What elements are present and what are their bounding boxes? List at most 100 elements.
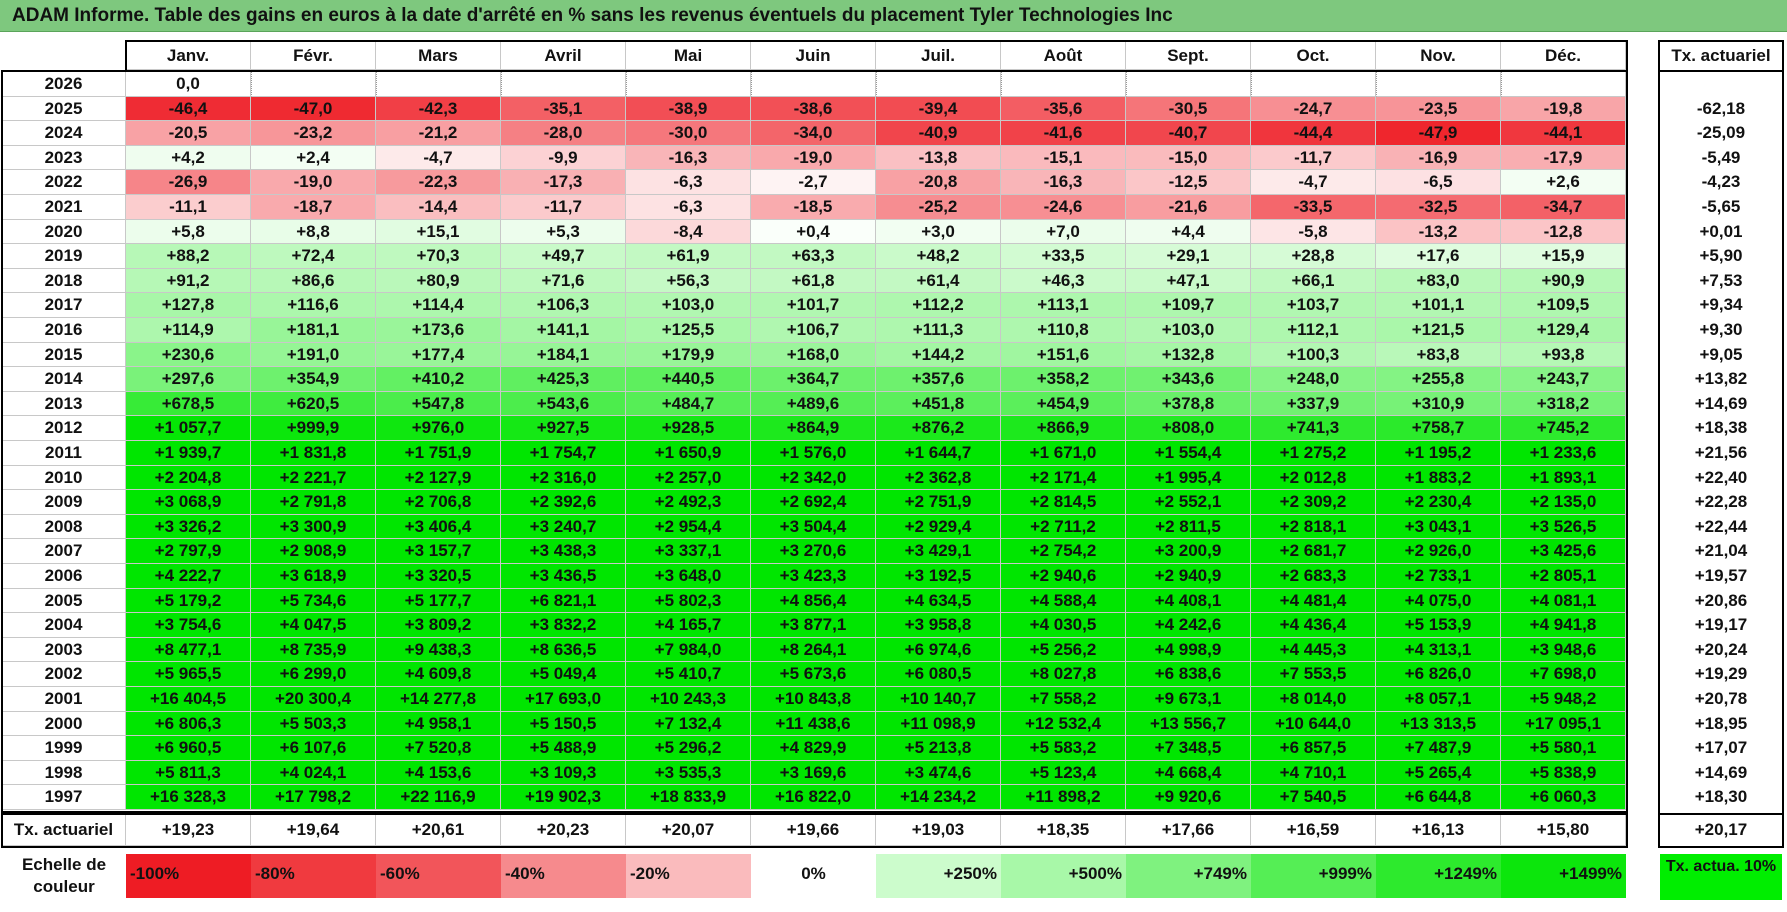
gain-cell: +4 024,1 xyxy=(251,760,376,786)
rate-cell: -5,49 xyxy=(1701,147,1741,167)
gain-cell: +5 965,5 xyxy=(126,662,251,687)
color-scale-swatch: -100% xyxy=(126,854,251,898)
gain-cell: +17 095,1 xyxy=(1501,711,1626,737)
gain-cell: +16 328,3 xyxy=(126,785,251,810)
gain-cell: +111,3 xyxy=(876,318,1001,343)
gain-cell: +2 692,4 xyxy=(751,490,876,515)
gain-cell: -35,1 xyxy=(501,96,626,122)
gain-cell: +177,4 xyxy=(376,342,501,368)
month-header: Oct. xyxy=(1251,42,1376,70)
gain-cell: +184,1 xyxy=(501,342,626,368)
gain-cell xyxy=(1001,72,1126,97)
gain-cell: +4 408,1 xyxy=(1126,588,1251,614)
year-label: 2024 xyxy=(2,121,126,146)
gain-cell: +4 030,5 xyxy=(1001,613,1126,638)
gain-cell: +2 552,1 xyxy=(1126,490,1251,515)
gain-cell: +3 754,6 xyxy=(126,613,251,638)
gain-cell: +6 107,6 xyxy=(251,736,376,761)
gain-cell: +2 926,0 xyxy=(1376,539,1501,564)
gain-cell: +9 673,1 xyxy=(1126,687,1251,712)
gain-cell: +6 838,6 xyxy=(1126,662,1251,687)
gain-cell: +5 802,3 xyxy=(626,588,751,614)
gain-cell: +129,4 xyxy=(1501,318,1626,343)
grid-right-border xyxy=(1626,40,1628,848)
gain-cell: +4 998,9 xyxy=(1126,637,1251,663)
year-label: 2021 xyxy=(2,195,126,220)
gain-cell: +8 264,1 xyxy=(751,637,876,663)
rate-cell: +20,24 xyxy=(1694,639,1748,659)
color-scale-swatch: -80% xyxy=(251,854,376,898)
gain-cell: +2 791,8 xyxy=(251,490,376,515)
gain-cell: +358,2 xyxy=(1001,367,1126,392)
gain-cell: +1 644,7 xyxy=(876,441,1001,466)
gain-cell: +1 893,1 xyxy=(1501,465,1626,491)
gain-cell: +0,4 xyxy=(751,219,876,245)
gain-cell: +17,6 xyxy=(1376,244,1501,269)
gain-cell xyxy=(376,72,501,97)
gain-cell: -41,6 xyxy=(1001,121,1126,146)
gain-cell: +5 153,9 xyxy=(1376,613,1501,638)
rate-cell: +19,17 xyxy=(1694,615,1748,635)
gain-cell xyxy=(876,72,1001,97)
gain-cell: -17,3 xyxy=(501,170,626,195)
gain-cell: +343,6 xyxy=(1126,367,1251,392)
gain-cell: +86,6 xyxy=(251,268,376,294)
gain-cell: +3 526,5 xyxy=(1501,514,1626,540)
gain-cell: -34,0 xyxy=(751,121,876,146)
gain-cell: +5 296,2 xyxy=(626,736,751,761)
gain-cell: +2 805,1 xyxy=(1501,564,1626,589)
gain-cell: +7 558,2 xyxy=(1001,687,1126,712)
gain-cell: +114,4 xyxy=(376,293,501,318)
gain-cell: +2 818,1 xyxy=(1251,514,1376,540)
rate-cell: +18,30 xyxy=(1694,787,1748,807)
gain-cell: +83,0 xyxy=(1376,268,1501,294)
gain-cell: +745,2 xyxy=(1501,416,1626,441)
gain-cell: +2 204,8 xyxy=(126,465,251,491)
year-label: 2018 xyxy=(2,268,126,294)
gain-cell: +4 588,4 xyxy=(1001,588,1126,614)
gain-cell: +489,6 xyxy=(751,391,876,417)
gain-cell: +17 798,2 xyxy=(251,785,376,810)
gain-cell: +4 481,4 xyxy=(1251,588,1376,614)
year-label: 2016 xyxy=(2,318,126,343)
month-header: Nov. xyxy=(1376,42,1501,70)
total-rate-cell: +17,66 xyxy=(1126,814,1251,846)
gain-cell: +101,1 xyxy=(1376,293,1501,318)
gain-cell: +1 233,6 xyxy=(1501,441,1626,466)
gain-cell: +63,3 xyxy=(751,244,876,269)
rate-cell: +20,86 xyxy=(1694,590,1748,610)
gain-cell xyxy=(251,72,376,97)
gain-cell: +999,9 xyxy=(251,416,376,441)
total-rate-cell: +15,80 xyxy=(1501,814,1626,846)
header-top-border xyxy=(126,40,1628,42)
rate-cell: +21,56 xyxy=(1694,443,1748,462)
gain-cell: +5 948,2 xyxy=(1501,687,1626,712)
gain-cell: +354,9 xyxy=(251,367,376,392)
rate-cell: +17,07 xyxy=(1694,738,1748,758)
gain-cell: +2,6 xyxy=(1501,170,1626,195)
gain-cell: +3 618,9 xyxy=(251,564,376,589)
gain-cell: +3 326,2 xyxy=(126,514,251,540)
rate-cell: +7,53 xyxy=(1699,270,1743,290)
gain-cell: +378,8 xyxy=(1126,391,1251,417)
gain-cell: -47,9 xyxy=(1376,121,1501,146)
gain-cell: -5,8 xyxy=(1251,219,1376,245)
gain-cell: -30,0 xyxy=(626,121,751,146)
gain-cell: +16 404,5 xyxy=(126,687,251,712)
total-rate-cell: +20,07 xyxy=(626,814,751,846)
gain-cell: +2 683,3 xyxy=(1251,564,1376,589)
gain-cell: +6 821,1 xyxy=(501,588,626,614)
gain-cell: -11,7 xyxy=(501,195,626,220)
gain-cell: +4 081,1 xyxy=(1501,588,1626,614)
total-rate-cell: +16,13 xyxy=(1376,814,1501,846)
gain-cell: +127,8 xyxy=(126,293,251,318)
gain-cell: +4 242,6 xyxy=(1126,613,1251,638)
gain-cell: +3 169,6 xyxy=(751,760,876,786)
gain-cell: -19,8 xyxy=(1501,96,1626,122)
gain-cell: +1 275,2 xyxy=(1251,441,1376,466)
gain-cell: +255,8 xyxy=(1376,367,1501,392)
gain-cell: -24,7 xyxy=(1251,96,1376,122)
gain-cell: +5 580,1 xyxy=(1501,736,1626,761)
gain-cell: +4 634,5 xyxy=(876,588,1001,614)
rate-cell: +22,40 xyxy=(1694,467,1748,487)
